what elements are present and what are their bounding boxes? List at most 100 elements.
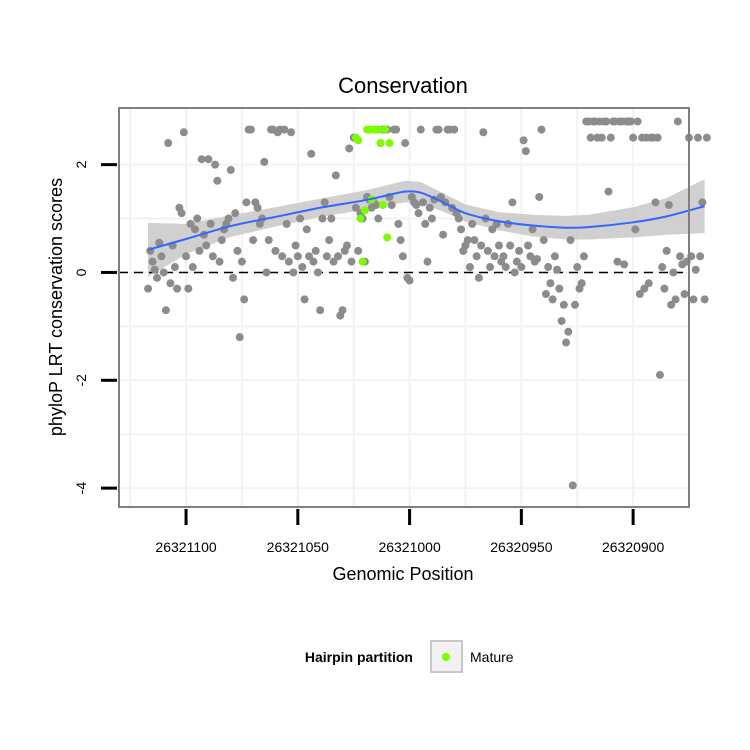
data-point	[696, 252, 705, 261]
data-point	[148, 257, 157, 266]
data-point	[184, 284, 193, 293]
data-point	[477, 241, 486, 250]
data-point	[215, 257, 224, 266]
data-point	[535, 192, 544, 201]
data-point	[166, 279, 175, 288]
data-point	[521, 147, 530, 156]
data-point	[519, 136, 528, 145]
data-point	[541, 290, 550, 299]
data-point	[164, 139, 173, 148]
data-point	[499, 252, 508, 261]
data-point	[533, 254, 541, 263]
data-point	[305, 252, 313, 261]
data-point	[613, 257, 622, 266]
data-point	[680, 290, 689, 299]
data-point	[213, 176, 222, 185]
data-point	[490, 252, 499, 261]
data-point	[296, 214, 305, 223]
data-point	[468, 219, 477, 228]
data-point	[157, 252, 166, 261]
x-tick-label: 26321000	[378, 539, 441, 555]
data-point	[170, 263, 179, 272]
data-point	[246, 125, 255, 134]
data-point	[217, 236, 226, 245]
data-point	[191, 225, 199, 234]
data-point	[320, 198, 329, 207]
mature-point	[381, 125, 389, 134]
data-point	[309, 257, 318, 266]
mature-point	[383, 233, 392, 242]
data-point	[564, 327, 573, 336]
data-point	[155, 238, 164, 247]
data-point	[237, 257, 246, 266]
data-point	[206, 219, 215, 228]
data-point	[291, 241, 300, 250]
legend-label-mature: Mature	[470, 649, 514, 665]
data-point	[318, 214, 327, 223]
confidence-ribbon	[148, 179, 705, 277]
data-point	[506, 241, 515, 250]
data-point	[629, 133, 638, 142]
y-axis-title: phyloP LRT conservation scores	[46, 178, 66, 436]
data-point	[144, 284, 153, 293]
data-point	[202, 241, 211, 250]
panel-border	[118, 107, 690, 508]
data-point	[508, 198, 517, 207]
y-tick-label: -2	[73, 374, 89, 387]
data-point	[450, 125, 459, 134]
data-point	[562, 338, 571, 347]
smooth-curve-layer	[147, 190, 705, 251]
x-tick-label: 26320950	[490, 539, 553, 555]
data-point	[510, 268, 519, 277]
data-point	[664, 201, 673, 210]
data-point	[173, 284, 182, 293]
data-point	[436, 192, 445, 201]
data-point	[229, 273, 237, 282]
mature-point	[354, 136, 363, 145]
chart-title: Conservation	[338, 73, 468, 98]
data-points	[144, 117, 711, 490]
data-point	[655, 370, 664, 379]
data-point	[231, 209, 240, 218]
data-point	[338, 306, 347, 315]
data-point	[693, 133, 702, 142]
data-point	[412, 201, 421, 210]
data-point	[635, 290, 644, 299]
data-point	[658, 263, 667, 272]
data-point	[316, 306, 325, 315]
data-point	[579, 252, 588, 261]
data-point	[195, 246, 204, 255]
data-point	[597, 133, 606, 142]
data-point	[401, 139, 410, 148]
data-point	[396, 236, 405, 245]
data-point	[669, 268, 678, 277]
data-point	[345, 144, 354, 153]
legend: Hairpin partition Mature	[305, 640, 514, 673]
data-point	[434, 125, 443, 134]
x-tick-label: 26321050	[267, 539, 330, 555]
data-point	[550, 252, 559, 261]
data-point	[537, 125, 546, 134]
data-point	[372, 201, 381, 210]
data-point	[512, 257, 521, 266]
data-point	[262, 268, 271, 277]
data-point	[553, 265, 562, 274]
data-point	[671, 295, 680, 304]
data-point	[419, 198, 427, 207]
data-point	[454, 214, 463, 223]
mature-point	[378, 201, 387, 210]
smooth-curve	[147, 190, 705, 251]
data-point	[421, 219, 430, 228]
data-point	[197, 155, 206, 164]
data-point	[179, 128, 188, 137]
data-point	[392, 125, 401, 134]
data-point	[479, 128, 488, 137]
data-point	[439, 230, 448, 239]
mature-point	[376, 139, 385, 148]
data-point	[242, 198, 251, 207]
data-point	[548, 295, 557, 304]
data-point	[515, 246, 524, 255]
data-point	[631, 225, 640, 234]
data-point	[302, 225, 311, 234]
data-point	[698, 198, 707, 207]
